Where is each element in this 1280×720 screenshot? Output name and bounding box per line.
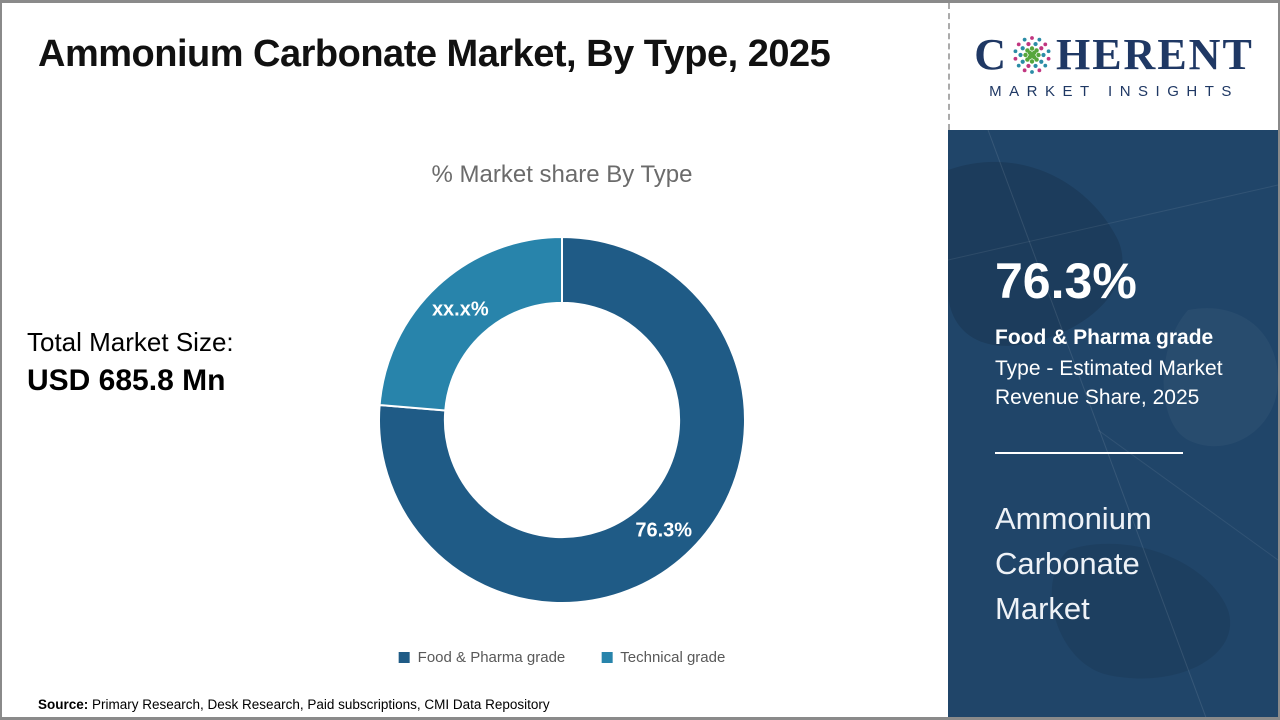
legend-item-1[interactable]: Technical grade <box>601 649 725 666</box>
source-line: Source: Primary Research, Desk Research,… <box>38 697 550 712</box>
page-title: Ammonium Carbonate Market, By Type, 2025 <box>38 33 831 75</box>
highlight-sidebar: 76.3% Food & Pharma grade Type - Estimat… <box>948 130 1278 717</box>
total-market-size-value: USD 685.8 Mn <box>27 364 226 397</box>
donut-slice-0[interactable] <box>378 235 746 604</box>
legend-label: Food & Pharma grade <box>417 649 566 666</box>
brand-letters-rest: HERENT <box>1055 30 1254 79</box>
legend-swatch-icon <box>601 652 613 663</box>
sidebar-divider <box>995 452 1183 454</box>
chart-legend: Food & Pharma grade Technical grade <box>398 649 725 666</box>
brand-subtitle: MARKET INSIGHTS <box>989 83 1239 100</box>
stat-label: Food & Pharma grade <box>995 326 1214 349</box>
donut-slice-label-1: xx.x% <box>432 299 489 321</box>
total-market-size-block: Total Market Size: USD 685.8 Mn <box>27 327 234 398</box>
donut-slice-1[interactable] <box>378 235 563 412</box>
market-name: Ammonium Carbonate Market <box>995 501 1152 626</box>
brand-logo: C HERENT MARKET INSIGHTS <box>948 3 1278 130</box>
donut-slice-label-0: 76.3% <box>635 519 692 541</box>
brand-letter-c: C <box>974 30 1008 79</box>
legend-swatch-icon <box>398 652 410 663</box>
brand-logo-row: C HERENT <box>974 33 1254 77</box>
source-text: Primary Research, Desk Research, Paid su… <box>88 697 550 712</box>
stat-description: Type - Estimated Market Revenue Share, 2… <box>995 357 1223 409</box>
dotted-globe-icon <box>1013 36 1051 74</box>
donut-chart: 76.3% xx.x% <box>378 235 746 604</box>
source-label: Source: <box>38 697 89 712</box>
legend-label: Technical grade <box>620 649 726 666</box>
stat-value: 76.3% <box>995 253 1137 309</box>
world-map-texture <box>948 130 1278 717</box>
total-market-size-label: Total Market Size: <box>27 327 234 357</box>
legend-item-0[interactable]: Food & Pharma grade <box>398 649 566 666</box>
chart-title: % Market share By Type <box>431 161 693 188</box>
